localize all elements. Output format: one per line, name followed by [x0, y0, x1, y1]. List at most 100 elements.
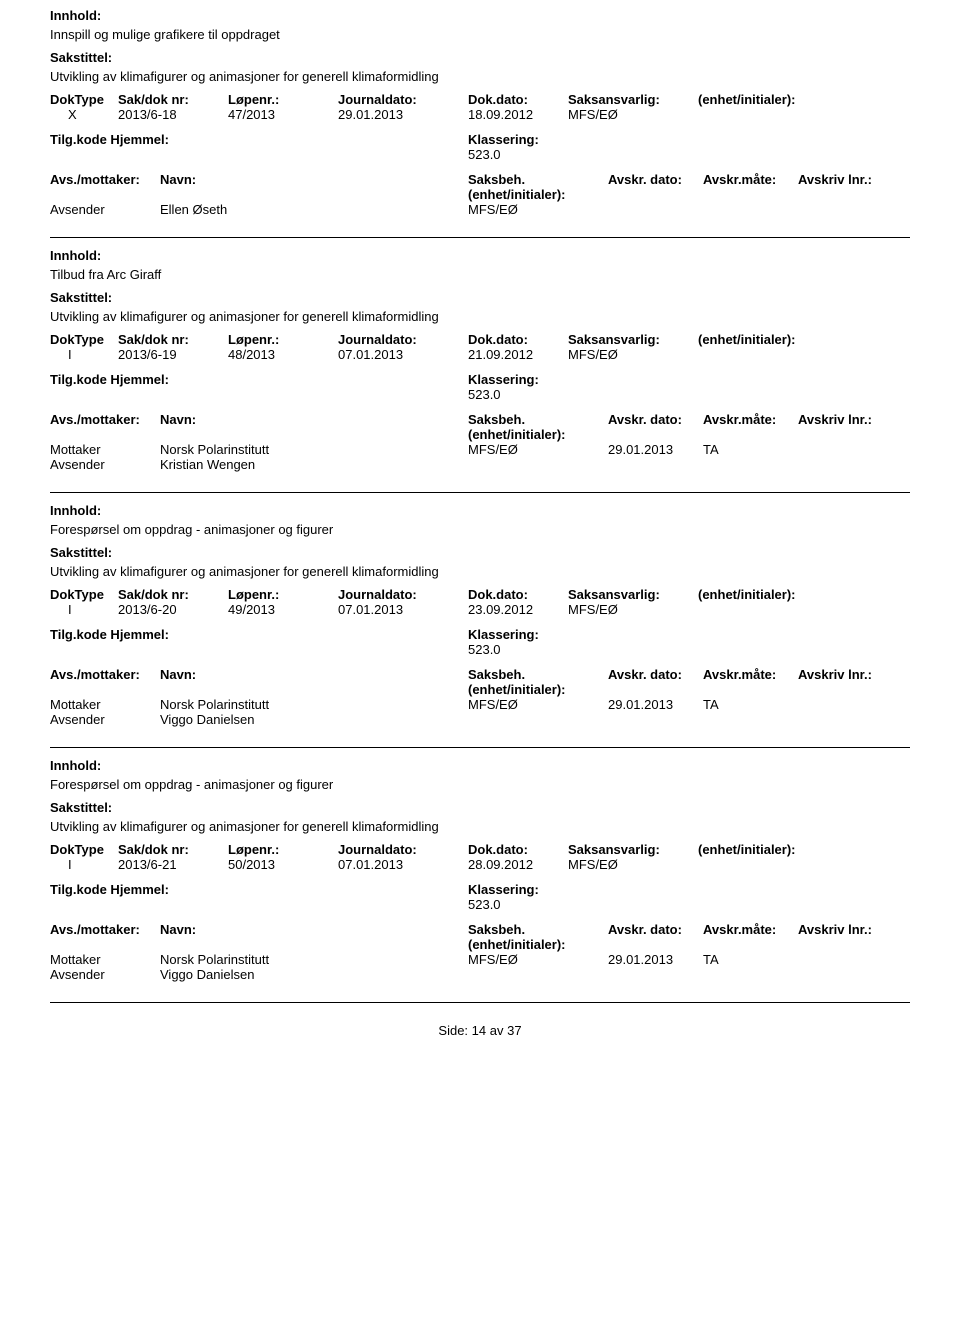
- role-value: Avsender: [50, 967, 160, 982]
- doktype-label: DokType: [50, 587, 118, 602]
- saksans-value: MFS/EØ: [568, 347, 698, 362]
- klassering-value-row: 523.0: [50, 147, 910, 162]
- klassering-value: 523.0: [468, 897, 910, 912]
- saksans-label: Saksansvarlig:: [568, 92, 698, 107]
- enhet-label: (enhet/initialer):: [698, 842, 910, 857]
- tilgkode-hjemmel-label: Tilg.kode Hjemmel:: [50, 882, 468, 897]
- lopenr-label: Løpenr.:: [228, 842, 338, 857]
- avskrlnr-label: Avskriv lnr.:: [798, 412, 910, 427]
- innhold-value: Tilbud fra Arc Giraff: [50, 267, 910, 282]
- navn-value: Kristian Wengen: [160, 457, 468, 472]
- saksbeh-enhet-label: Saksbeh.(enhet/initialer):: [468, 412, 608, 442]
- journal-entry: Innhold:Forespørsel om oppdrag - animasj…: [50, 503, 910, 748]
- tilgkode-hjemmel-label: Tilg.kode Hjemmel:: [50, 372, 468, 387]
- saksans-value: MFS/EØ: [568, 107, 698, 122]
- tilgkode-row: Tilg.kode Hjemmel:Klassering:: [50, 627, 910, 642]
- jdato-value: 07.01.2013: [338, 602, 468, 617]
- role-value: Avsender: [50, 457, 160, 472]
- enhet-label: (enhet/initialer):: [698, 332, 910, 347]
- tilgkode-row: Tilg.kode Hjemmel:Klassering:: [50, 132, 910, 147]
- navn-value: Viggo Danielsen: [160, 967, 468, 982]
- avsmot-row: MottakerNorsk PolarinstituttMFS/EØ29.01.…: [50, 442, 910, 457]
- sakstittel-label: Sakstittel:: [50, 50, 910, 65]
- avsmot-row: AvsenderViggo Danielsen: [50, 967, 910, 982]
- record-values-row: I2013/6-2049/201307.01.201323.09.2012MFS…: [50, 602, 910, 617]
- record-header-row: DokTypeSak/dok nr:Løpenr.:Journaldato:Do…: [50, 92, 910, 107]
- jdato-label: Journaldato:: [338, 332, 468, 347]
- doktype-label: DokType: [50, 332, 118, 347]
- enhet-label: (enhet/initialer):: [698, 92, 910, 107]
- sakstittel-label: Sakstittel:: [50, 290, 910, 305]
- doktype-value: I: [50, 602, 118, 617]
- lopenr-value: 48/2013: [228, 347, 338, 362]
- innhold-label: Innhold:: [50, 248, 910, 263]
- klassering-label: Klassering:: [468, 627, 910, 642]
- sakstittel-label: Sakstittel:: [50, 545, 910, 560]
- page-footer: Side: 14 av 37: [50, 1023, 910, 1038]
- avskrmate-label: Avskr.måte:: [703, 412, 798, 427]
- saksbeh-value: MFS/EØ: [468, 697, 608, 712]
- avsmot-header-row: Avs./mottaker:Navn:Saksbeh.(enhet/initia…: [50, 922, 910, 952]
- avsmot-label: Avs./mottaker:: [50, 667, 160, 682]
- saksans-label: Saksansvarlig:: [568, 842, 698, 857]
- record-header-row: DokTypeSak/dok nr:Løpenr.:Journaldato:Do…: [50, 587, 910, 602]
- sakdok-label: Sak/dok nr:: [118, 92, 228, 107]
- ddato-value: 23.09.2012: [468, 602, 568, 617]
- footer-page: 14: [472, 1023, 486, 1038]
- avsmot-header-row: Avs./mottaker:Navn:Saksbeh.(enhet/initia…: [50, 172, 910, 202]
- sakstittel-value: Utvikling av klimafigurer og animasjoner…: [50, 309, 910, 324]
- avskrdato-label: Avskr. dato:: [608, 412, 703, 427]
- klassering-value-row: 523.0: [50, 897, 910, 912]
- jdato-label: Journaldato:: [338, 92, 468, 107]
- jdato-value: 29.01.2013: [338, 107, 468, 122]
- navn-label: Navn:: [160, 172, 468, 187]
- avskrlnr-label: Avskriv lnr.:: [798, 667, 910, 682]
- klassering-value: 523.0: [468, 147, 910, 162]
- sakdok-value: 2013/6-21: [118, 857, 228, 872]
- avsmot-row: MottakerNorsk PolarinstituttMFS/EØ29.01.…: [50, 697, 910, 712]
- record-values-row: X2013/6-1847/201329.01.201318.09.2012MFS…: [50, 107, 910, 122]
- sakdok-label: Sak/dok nr:: [118, 332, 228, 347]
- avsmot-row: AvsenderViggo Danielsen: [50, 712, 910, 727]
- doktype-value: X: [50, 107, 118, 122]
- lopenr-value: 50/2013: [228, 857, 338, 872]
- tilgkode-hjemmel-label: Tilg.kode Hjemmel:: [50, 627, 468, 642]
- record-values-row: I2013/6-1948/201307.01.201321.09.2012MFS…: [50, 347, 910, 362]
- saksbeh-value: MFS/EØ: [468, 442, 608, 457]
- navn-label: Navn:: [160, 667, 468, 682]
- klassering-label: Klassering:: [468, 882, 910, 897]
- enhet-label: (enhet/initialer):: [698, 587, 910, 602]
- navn-value: Norsk Polarinstitutt: [160, 952, 468, 967]
- saksbeh-enhet-label: Saksbeh.(enhet/initialer):: [468, 667, 608, 697]
- avskrmate-value: TA: [703, 952, 798, 967]
- lopenr-value: 47/2013: [228, 107, 338, 122]
- klassering-value: 523.0: [468, 642, 910, 657]
- innhold-label: Innhold:: [50, 8, 910, 23]
- doktype-label: DokType: [50, 92, 118, 107]
- role-value: Avsender: [50, 712, 160, 727]
- ddato-label: Dok.dato:: [468, 332, 568, 347]
- klassering-value-row: 523.0: [50, 387, 910, 402]
- klassering-value-row: 523.0: [50, 642, 910, 657]
- sakdok-value: 2013/6-18: [118, 107, 228, 122]
- navn-value: Ellen Øseth: [160, 202, 468, 217]
- sakstittel-label: Sakstittel:: [50, 800, 910, 815]
- avskrdato-value: 29.01.2013: [608, 697, 703, 712]
- avskrdato-label: Avskr. dato:: [608, 172, 703, 187]
- avsmot-label: Avs./mottaker:: [50, 412, 160, 427]
- sakstittel-value: Utvikling av klimafigurer og animasjoner…: [50, 564, 910, 579]
- avskrlnr-label: Avskriv lnr.:: [798, 172, 910, 187]
- klassering-label: Klassering:: [468, 132, 910, 147]
- doktype-label: DokType: [50, 842, 118, 857]
- saksans-label: Saksansvarlig:: [568, 587, 698, 602]
- doktype-value: I: [50, 347, 118, 362]
- navn-value: Norsk Polarinstitutt: [160, 697, 468, 712]
- klassering-value: 523.0: [468, 387, 910, 402]
- lopenr-label: Løpenr.:: [228, 92, 338, 107]
- klassering-label: Klassering:: [468, 372, 910, 387]
- saksbeh-value: MFS/EØ: [468, 952, 608, 967]
- sakdok-label: Sak/dok nr:: [118, 842, 228, 857]
- sakdok-label: Sak/dok nr:: [118, 587, 228, 602]
- lopenr-label: Løpenr.:: [228, 587, 338, 602]
- navn-value: Viggo Danielsen: [160, 712, 468, 727]
